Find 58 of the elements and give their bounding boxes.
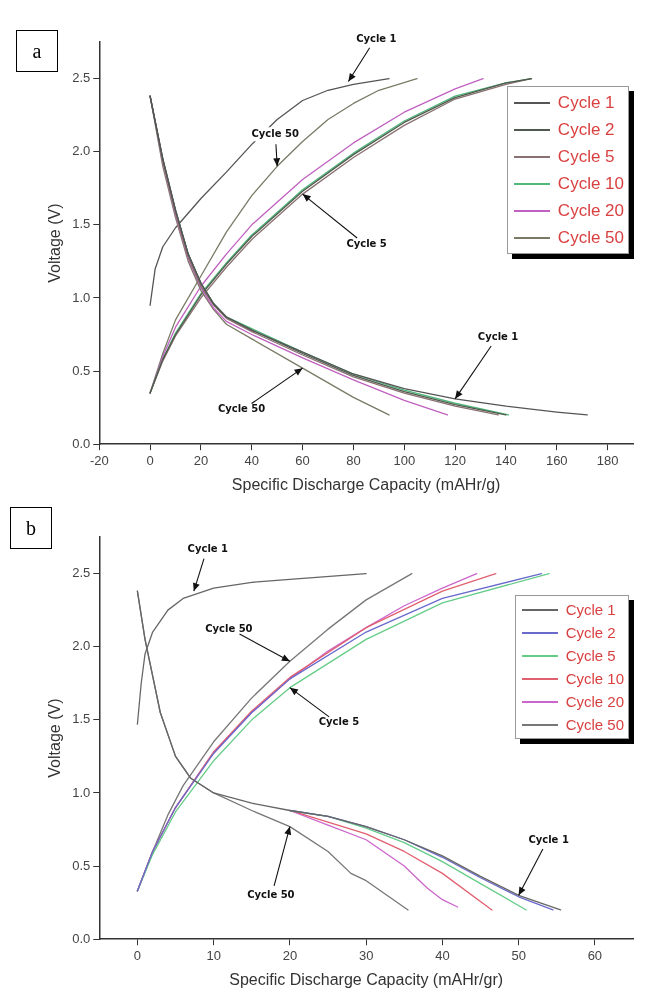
y-tick-label: 0.5 (72, 857, 91, 873)
y-axis-title: Voltage (V) (46, 203, 64, 283)
annotation: Cycle 50 (247, 889, 295, 901)
y-tick-label: 0.0 (72, 930, 91, 946)
x-tick-label: 140 (495, 452, 517, 468)
x-axis-title: Specific Discharge Capacity (mAHr/gr) (229, 970, 504, 988)
legend-label: Cycle 5 (565, 647, 616, 664)
legend-label: Cycle 50 (565, 716, 624, 733)
y-tick-label: 2.0 (72, 638, 91, 654)
x-tick-label: 80 (346, 452, 361, 468)
x-tick-label: 20 (193, 452, 209, 468)
legend-label: Cycle 2 (565, 624, 616, 641)
x-axis-title: Specific Discharge Capacity (mAHr/g) (231, 475, 501, 493)
legend-label: Cycle 50 (557, 227, 624, 248)
annotation: Cycle 1 (356, 33, 397, 45)
annotation: Cycle 5 (318, 716, 360, 728)
x-tick-label: 120 (444, 452, 466, 468)
y-tick-label: 1.0 (72, 289, 91, 305)
legend-label: Cycle 20 (565, 693, 624, 710)
chart-title: b (10, 507, 52, 549)
chart-title: a (16, 30, 58, 72)
x-tick-label: 60 (587, 947, 603, 963)
annotation: Cycle 5 (346, 237, 387, 249)
x-tick-label: 100 (393, 452, 416, 468)
legend-label: Cycle 1 (557, 92, 615, 113)
annotation: Cycle 1 (477, 331, 519, 343)
y-tick-label: 2.5 (72, 70, 91, 86)
x-tick-label: 160 (545, 452, 568, 468)
y-tick-label: 0.0 (72, 435, 91, 451)
x-tick-label: 10 (206, 947, 221, 963)
y-tick-label: 2.0 (72, 143, 91, 159)
x-tick-label: 0 (146, 452, 154, 468)
legend-label: Cycle 1 (565, 601, 616, 618)
legend-label: Cycle 5 (557, 146, 615, 167)
x-tick-label: 40 (244, 452, 259, 468)
annotation: Cycle 50 (217, 402, 266, 414)
y-axis-title: Voltage (V) (46, 698, 64, 778)
x-tick-label: 30 (358, 947, 374, 963)
x-tick-label: 50 (511, 947, 526, 963)
legend-label: Cycle 2 (557, 119, 615, 140)
legend-label: Cycle 10 (557, 173, 624, 194)
y-tick-label: 1.5 (72, 216, 91, 232)
x-tick-label: 180 (596, 452, 619, 468)
y-tick-label: 2.5 (72, 565, 91, 581)
x-tick-label: 60 (295, 452, 310, 468)
x-tick-label: 0 (133, 947, 142, 963)
y-tick-label: 0.5 (72, 362, 91, 378)
annotation: Cycle 50 (251, 127, 299, 139)
x-tick-label: -20 (89, 452, 109, 468)
x-tick-label: 20 (282, 947, 298, 963)
annotation: Cycle 50 (205, 622, 253, 634)
annotation: Cycle 1 (528, 833, 569, 845)
legend-label: Cycle 10 (565, 670, 624, 687)
y-tick-label: 1.0 (72, 784, 91, 800)
legend-label: Cycle 20 (557, 200, 624, 221)
annotation: Cycle 1 (187, 542, 229, 554)
y-tick-label: 1.5 (72, 711, 91, 727)
x-tick-label: 40 (435, 947, 450, 963)
